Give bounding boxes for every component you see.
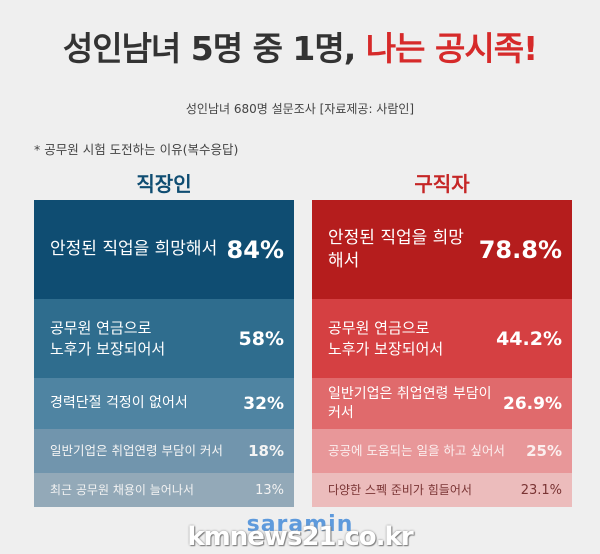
row-label: 다양한 스펙 준비가 힘들어서 — [328, 482, 472, 497]
worker-panel: 안정된 직업을 희망해서 84% 공무원 연금으로 노후가 보장되어서 58% … — [34, 200, 294, 507]
row-label: 안정된 직업을 희망해서 — [328, 227, 464, 271]
row-percent: 13% — [255, 482, 284, 498]
saramin-logo: saramin — [246, 512, 354, 537]
watermark: kmnews21.co.kr — [187, 522, 413, 552]
jobseeker-row: 일반기업은 취업연령 부담이 커서 26.9% — [312, 378, 572, 429]
worker-row: 공무원 연금으로 노후가 보장되어서 58% — [34, 299, 294, 378]
page-title: 성인남녀 5명 중 1명, 나는 공시족! — [0, 22, 600, 70]
jobseeker-row: 다양한 스펙 준비가 힘들어서 23.1% — [312, 473, 572, 507]
title-main: 성인남녀 5명 중 1명, — [62, 29, 356, 68]
row-percent: 18% — [248, 442, 284, 460]
row-percent: 32% — [243, 393, 284, 414]
row-label: 공공에 도움되는 일을 하고 싶어서 — [328, 442, 505, 458]
row-label: 최근 공무원 채용이 늘어나서 — [50, 482, 194, 497]
row-label: 경력단절 걱정이 없어서 — [50, 395, 188, 412]
worker-row: 일반기업은 취업연령 부담이 커서 18% — [34, 429, 294, 473]
jobseeker-row: 공공에 도움되는 일을 하고 싶어서 25% — [312, 429, 572, 473]
jobseeker-row: 안정된 직업을 희망해서 78.8% — [312, 200, 572, 299]
row-label: 공무원 연금으로 노후가 보장되어서 — [50, 319, 166, 358]
row-percent: 25% — [526, 442, 562, 460]
worker-row: 경력단절 걱정이 없어서 32% — [34, 378, 294, 429]
row-percent: 58% — [238, 327, 284, 350]
title-accent: 나는 공시족! — [365, 29, 538, 68]
row-percent: 23.1% — [520, 482, 562, 498]
row-percent: 44.2% — [496, 327, 562, 350]
row-percent: 26.9% — [503, 393, 562, 414]
worker-row: 최근 공무원 채용이 늘어나서 13% — [34, 473, 294, 507]
row-label: 일반기업은 취업연령 부담이 커서 — [328, 385, 492, 421]
jobseeker-panel: 안정된 직업을 희망해서 78.8% 공무원 연금으로 노후가 보장되어서 44… — [312, 200, 572, 507]
row-label: 공무원 연금으로 노후가 보장되어서 — [328, 319, 444, 358]
survey-note: * 공무원 시험 도전하는 이유(복수응답) — [34, 142, 239, 157]
row-percent: 84% — [226, 235, 284, 264]
subtitle: 성인남녀 680명 설문조사 [자료제공: 사람인] — [185, 102, 415, 116]
row-label: 일반기업은 취업연령 부담이 커서 — [50, 442, 223, 458]
jobseeker-row: 공무원 연금으로 노후가 보장되어서 44.2% — [312, 299, 572, 378]
jobseeker-heading: 구직자 — [414, 172, 470, 196]
row-percent: 78.8% — [478, 235, 562, 264]
worker-row: 안정된 직업을 희망해서 84% — [34, 200, 294, 299]
worker-heading: 직장인 — [136, 172, 192, 196]
row-label: 안정된 직업을 희망해서 — [50, 239, 218, 260]
